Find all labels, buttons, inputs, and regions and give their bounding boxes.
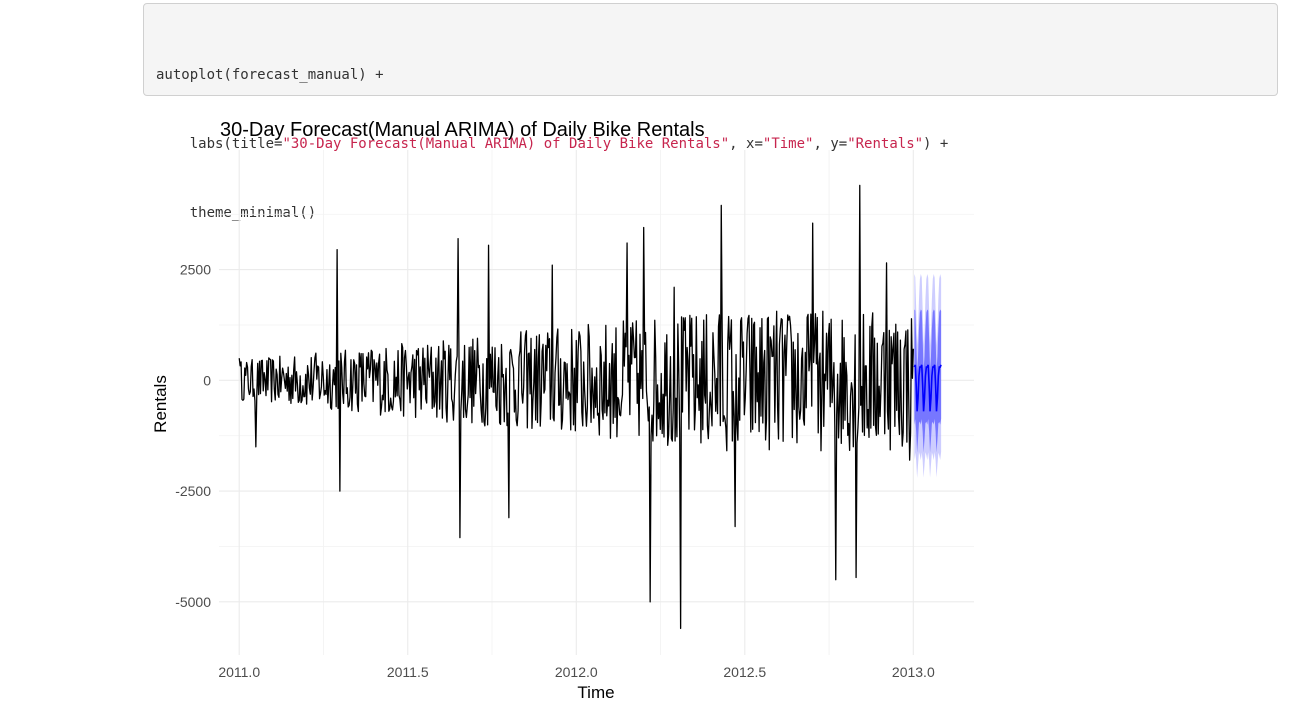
x-axis-label: Time bbox=[577, 683, 614, 701]
x-tick-label: 2012.0 bbox=[555, 664, 598, 680]
x-tick-label: 2011.0 bbox=[218, 664, 260, 680]
code-line: theme_minimal() bbox=[156, 202, 1277, 225]
x-axis-ticks: 2011.0 2011.5 2012.0 2012.5 2013.0 bbox=[218, 664, 935, 680]
code-string: "30-Day Forecast(Manual ARIMA) of Daily … bbox=[282, 136, 730, 152]
series-layer bbox=[238, 184, 942, 630]
code-line: autoplot(forecast_manual) + bbox=[156, 64, 1277, 87]
y-axis-ticks: -5000 -2500 0 2500 bbox=[175, 262, 211, 610]
chart-title: 30-Day Forecast(Manual ARIMA) of Daily B… bbox=[220, 119, 705, 141]
y-tick-label: -5000 bbox=[175, 594, 211, 610]
code-text: , x= bbox=[729, 136, 763, 152]
code-text: autoplot(forecast_manual) + bbox=[156, 67, 384, 83]
code-text: labs(title= bbox=[156, 136, 283, 152]
code-text: ) + bbox=[923, 136, 949, 152]
y-tick-label: 2500 bbox=[180, 262, 211, 278]
code-line: labs(title="30-Day Forecast(Manual ARIMA… bbox=[156, 133, 1277, 156]
y-tick-label: -2500 bbox=[175, 483, 211, 499]
observed-series-line bbox=[238, 184, 914, 630]
code-text: , y= bbox=[813, 136, 848, 152]
code-block: autoplot(forecast_manual) + labs(title="… bbox=[143, 3, 1278, 221]
code-string: "Rentals" bbox=[847, 136, 924, 152]
forecast-mean-line bbox=[913, 364, 942, 412]
y-tick-label: 0 bbox=[203, 372, 211, 388]
forecast-interval-80 bbox=[914, 309, 942, 453]
code-string: "Time" bbox=[762, 136, 814, 152]
y-axis-label: Rentals bbox=[151, 375, 170, 433]
code-text: theme_minimal() bbox=[156, 205, 317, 221]
forecast-intervals bbox=[914, 274, 942, 478]
x-tick-label: 2012.5 bbox=[723, 664, 766, 680]
x-tick-label: 2011.5 bbox=[387, 664, 429, 680]
x-tick-label: 2013.0 bbox=[892, 664, 935, 680]
